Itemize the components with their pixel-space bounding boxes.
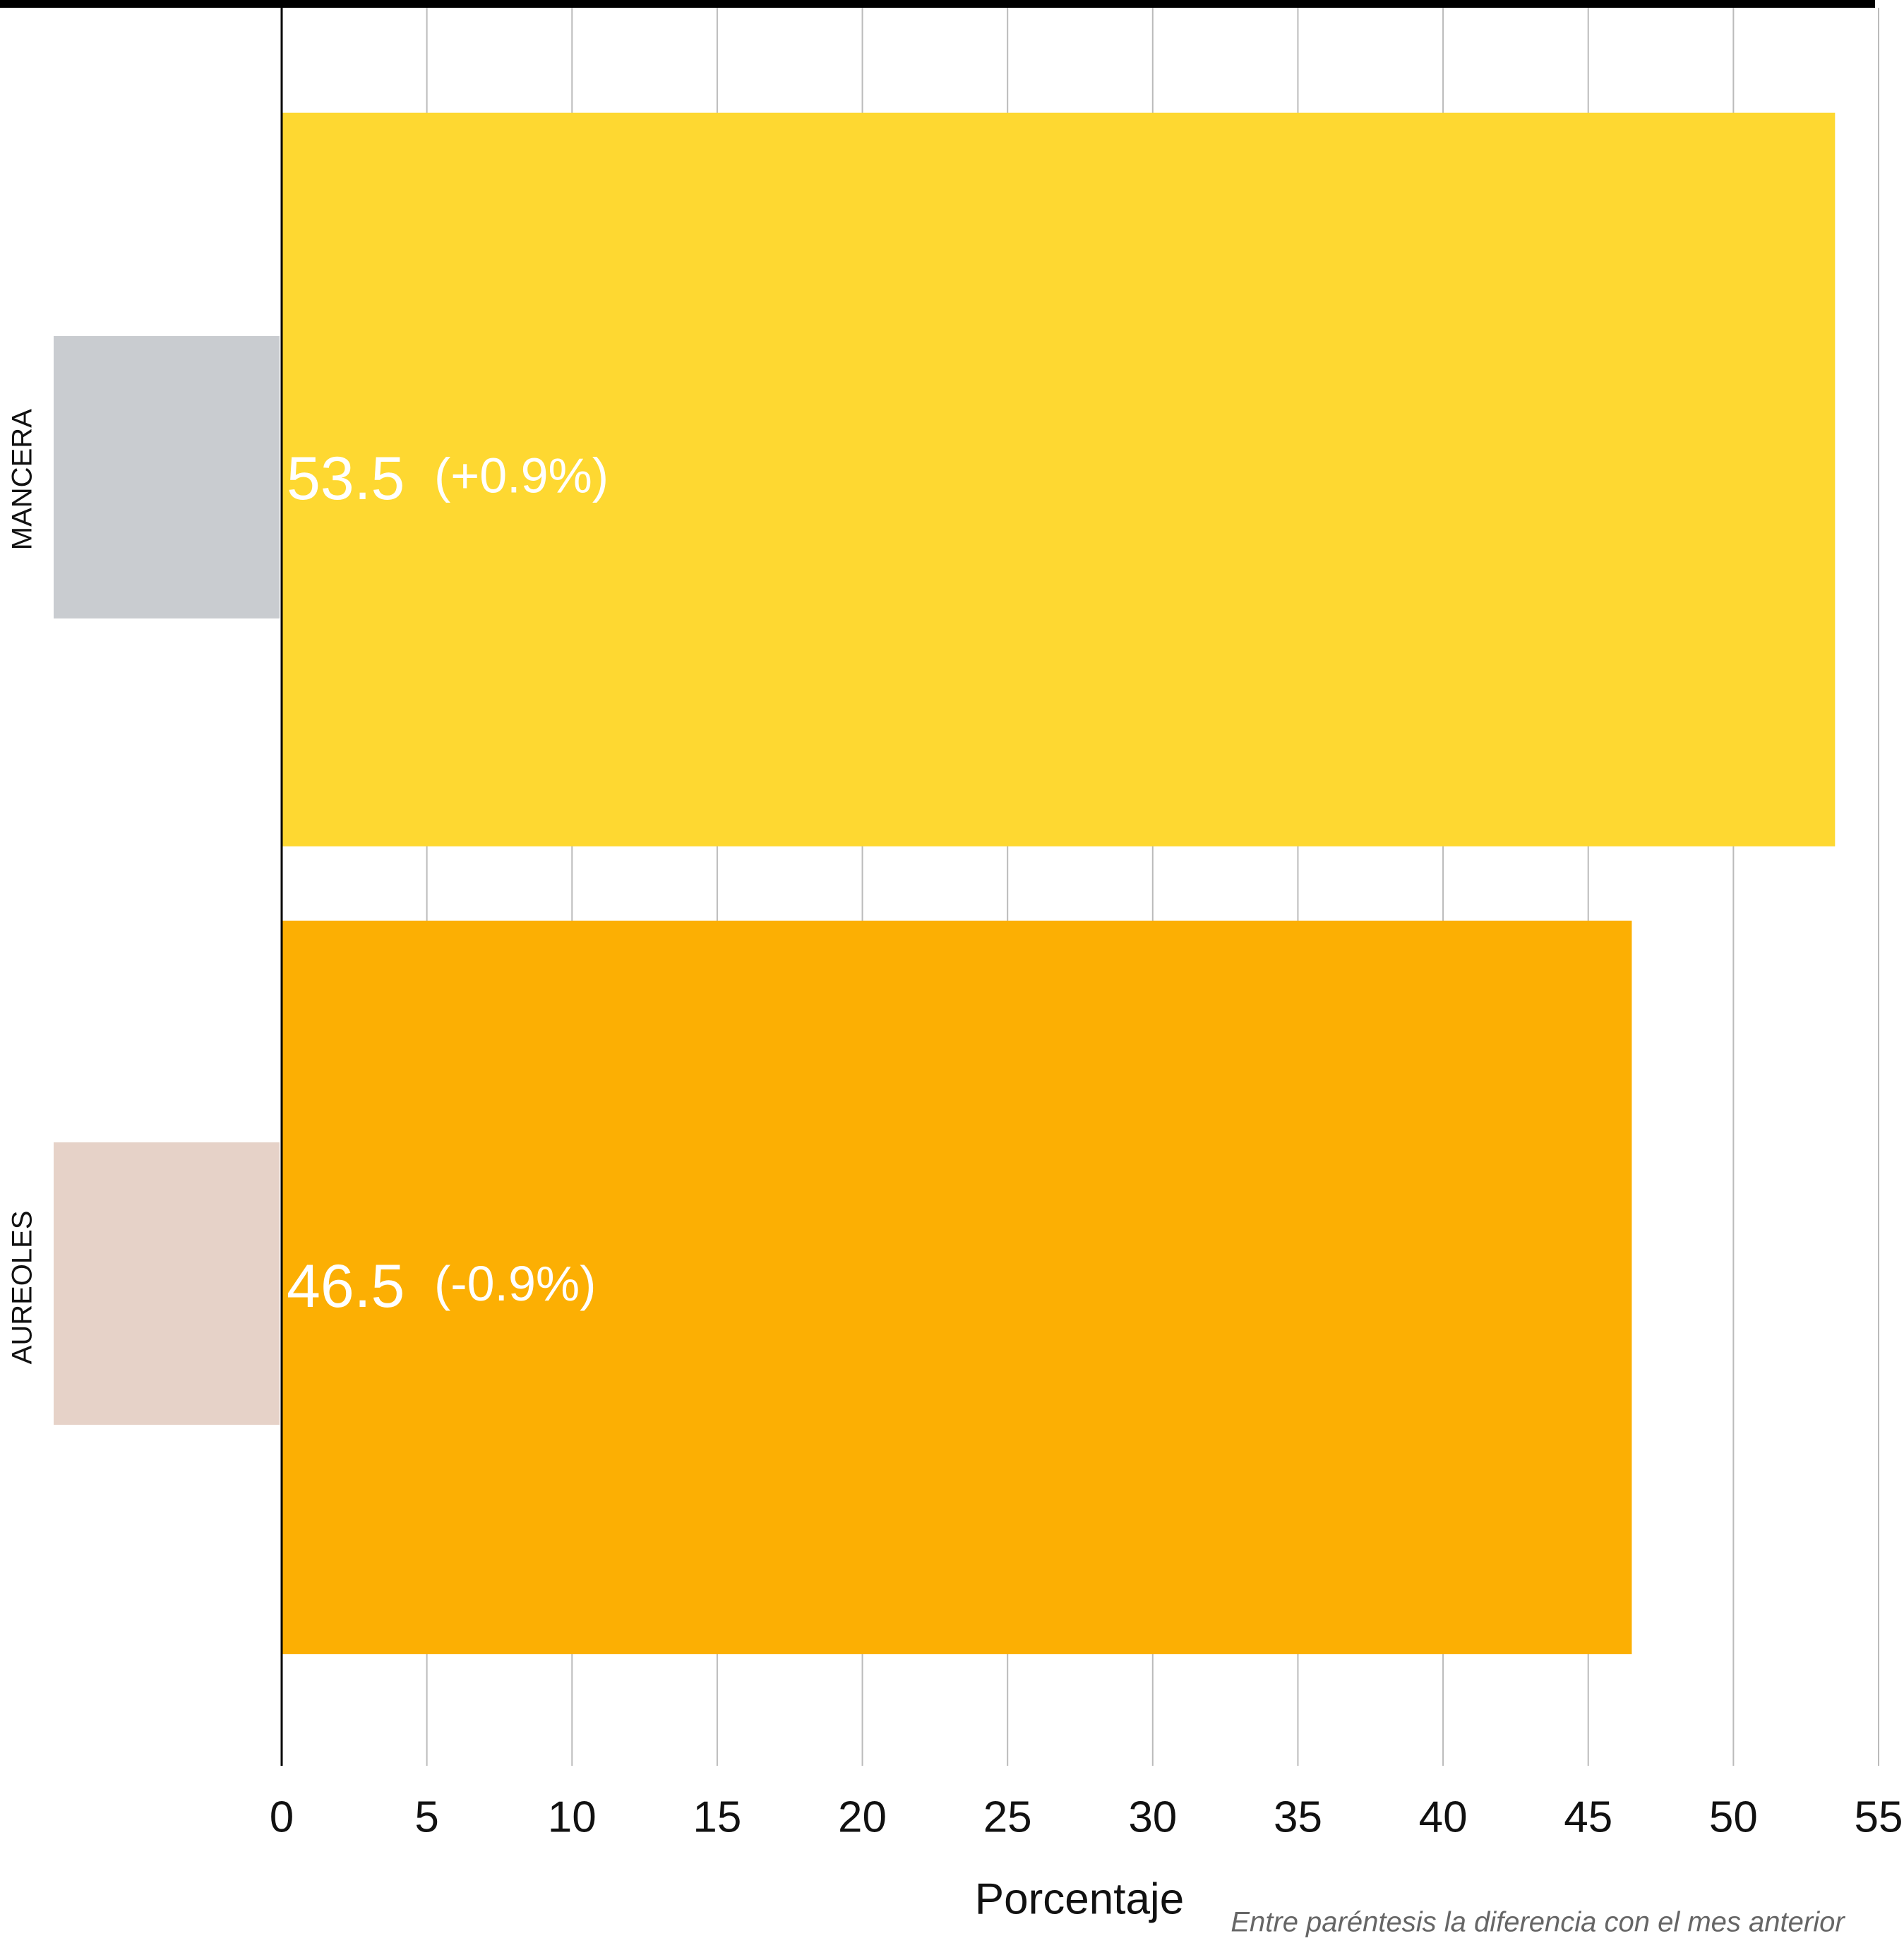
value-label: 46.5: [287, 1253, 405, 1320]
value-label: 53.5: [287, 445, 405, 513]
x-tick-label: 50: [1709, 1793, 1758, 1841]
photo-placeholder: [54, 336, 280, 618]
bar: [282, 920, 1632, 1654]
x-tick-label: 30: [1128, 1793, 1177, 1841]
axis-title: Porcentaje: [975, 1875, 1184, 1923]
x-tick-label: 45: [1564, 1793, 1612, 1841]
x-tick-label: 10: [548, 1793, 597, 1841]
x-tick-label: 15: [693, 1793, 741, 1841]
x-tick-label: 40: [1419, 1793, 1468, 1841]
photo-placeholder: [54, 1142, 280, 1425]
x-tick-label: 55: [1855, 1793, 1903, 1841]
x-tick-label: 20: [838, 1793, 887, 1841]
category-label: AUREOLES: [7, 1211, 38, 1365]
x-tick-label: 5: [414, 1793, 438, 1841]
x-tick-label: 35: [1274, 1793, 1322, 1841]
note: Entre paréntesis la diferencia con el me…: [1231, 1907, 1845, 1938]
x-tick-label: 0: [270, 1793, 294, 1841]
x-tick-label: 25: [983, 1793, 1032, 1841]
category-label: MANCERA: [7, 409, 38, 550]
bar: [282, 112, 1836, 847]
change-label: (-0.9%): [434, 1256, 596, 1311]
change-label: (+0.9%): [434, 448, 609, 503]
top-rule: [0, 0, 1875, 8]
